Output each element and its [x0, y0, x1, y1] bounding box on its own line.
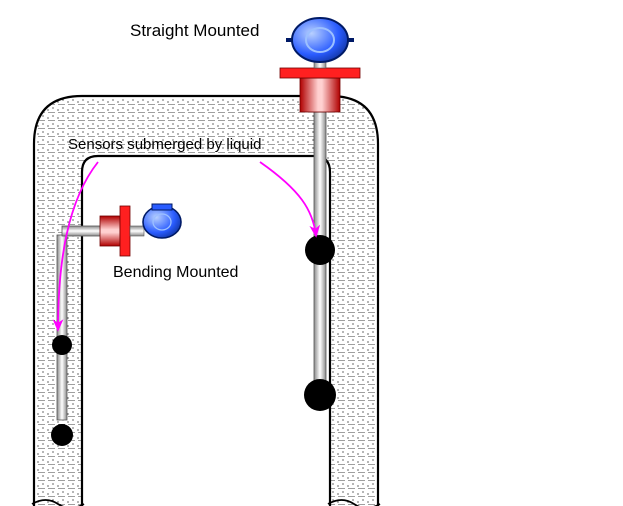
bending-neck	[130, 226, 144, 236]
straight-collar	[300, 78, 340, 112]
straight-sensor-upper	[305, 235, 335, 265]
straight-sensor-lower	[304, 379, 336, 411]
straight-flange	[280, 68, 360, 78]
bending-collar	[100, 216, 120, 246]
pipe-inner-outline	[82, 156, 330, 506]
straight-transmitter	[286, 18, 354, 62]
annotation-arrows	[58, 162, 316, 330]
bending-transmitter	[143, 204, 181, 238]
bending-sensor-lower	[51, 424, 73, 446]
arrow-to-straight-sensor	[260, 162, 316, 236]
bending-mounted-label: Bending Mounted	[113, 264, 238, 282]
pipe-structure	[32, 96, 380, 506]
bending-sensor-upper	[52, 335, 72, 355]
mounting-diagram	[0, 0, 623, 506]
bending-flange	[120, 206, 130, 256]
straight-mounted-label: Straight Mounted	[130, 21, 259, 41]
sensors-submerged-label: Sensors submerged by liquid	[68, 136, 261, 153]
